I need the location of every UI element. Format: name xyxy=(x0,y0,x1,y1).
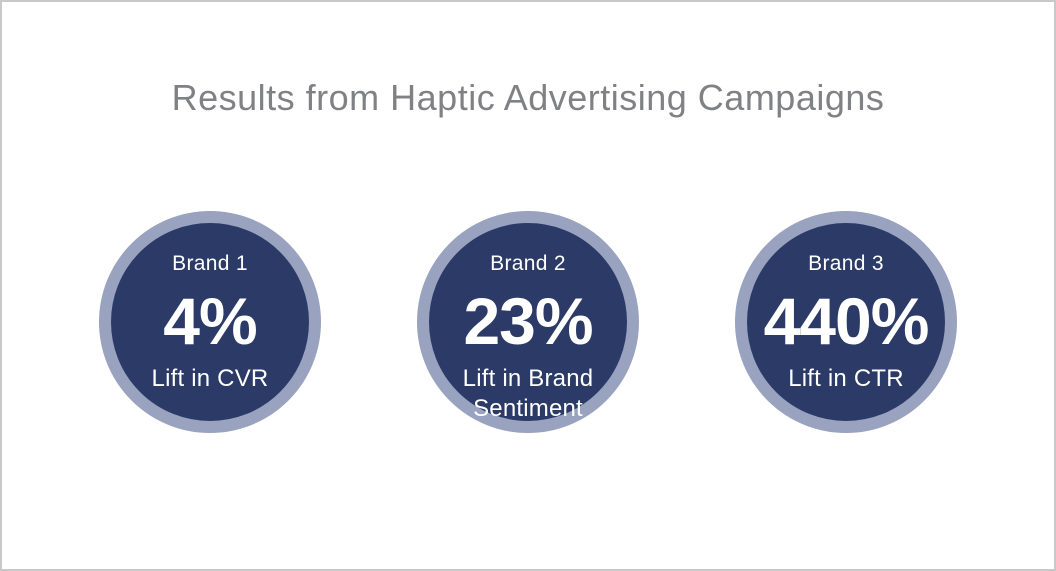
brand-2-label: Brand 2 xyxy=(490,252,566,276)
brand-2-metric: Lift in Brand Sentiment xyxy=(462,365,594,423)
stat-circle-brand-3: Brand 3 440% Lift in CTR xyxy=(735,211,957,434)
stat-circle-brand-2: Brand 2 23% Lift in Brand Sentiment xyxy=(417,211,639,434)
brand-3-value: 440% xyxy=(763,284,930,359)
brand-3-metric: Lift in CTR xyxy=(788,365,904,393)
stats-row: Brand 1 4% Lift in CVR Brand 2 23% Lift … xyxy=(2,211,1054,434)
brand-3-label: Brand 3 xyxy=(808,252,884,276)
brand-2-value: 23% xyxy=(463,284,593,359)
brand-1-value: 4% xyxy=(163,284,257,359)
brand-1-metric: Lift in CVR xyxy=(151,365,269,393)
stat-circle-brand-1: Brand 1 4% Lift in CVR xyxy=(99,211,321,434)
page-title: Results from Haptic Advertising Campaign… xyxy=(171,77,885,118)
brand-1-label: Brand 1 xyxy=(172,252,248,276)
